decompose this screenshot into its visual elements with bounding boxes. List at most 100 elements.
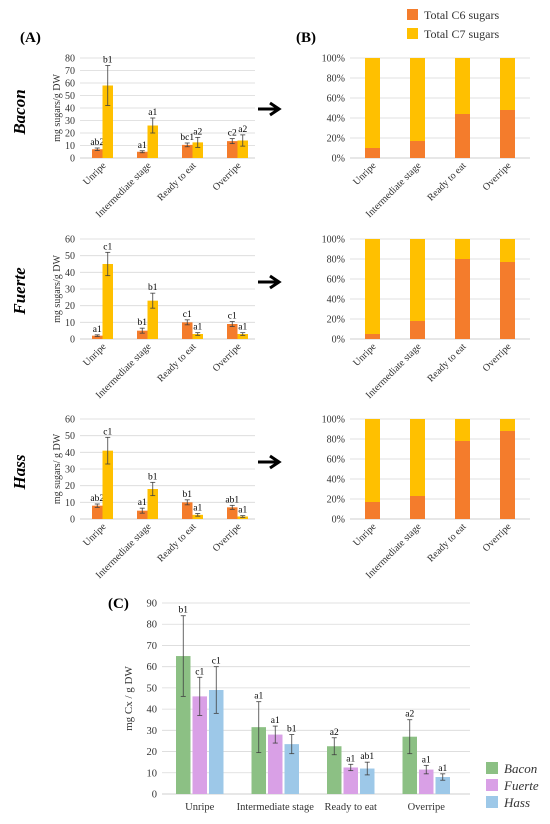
- data-label: b1: [287, 725, 297, 735]
- y-tick-label: 20%: [327, 315, 345, 326]
- x-tick-label: Overripe: [408, 802, 446, 813]
- y-tick-label: 60: [65, 235, 75, 246]
- y-tick-label: 30: [65, 116, 75, 127]
- y-tick-label: 20: [65, 301, 75, 312]
- right-arrow-icon: [258, 274, 282, 290]
- bar: [92, 335, 103, 339]
- data-label: b1: [179, 606, 189, 616]
- bar-segment: [410, 58, 425, 141]
- y-tick-label: 40%: [327, 295, 345, 306]
- x-tick-label: Ready to eat: [325, 802, 378, 813]
- bar-segment: [500, 419, 515, 431]
- legend-label-fuerte: Fuerte: [503, 778, 539, 793]
- bar: [209, 690, 224, 794]
- data-label: c1: [195, 667, 204, 677]
- y-tick-label: 100%: [322, 415, 345, 426]
- x-tick-label: Overripe: [481, 341, 514, 374]
- bar: [92, 149, 103, 158]
- bar-segment: [500, 262, 515, 339]
- data-label: a2: [238, 125, 247, 135]
- bar: [92, 505, 103, 519]
- y-tick-label: 0: [70, 515, 75, 526]
- x-tick-label: Ready to eat: [425, 521, 468, 564]
- bar-segment: [455, 441, 470, 519]
- bar-segment: [410, 239, 425, 321]
- legend-label-hass: Hass: [503, 795, 530, 810]
- row-label-hass: Hass: [10, 454, 29, 490]
- x-tick-label: Overripe: [211, 341, 244, 374]
- y-tick-label: 10: [65, 318, 75, 329]
- x-tick-label: Unripe: [81, 160, 109, 188]
- y-tick-label: 80%: [327, 74, 345, 85]
- bar-segment: [500, 110, 515, 158]
- data-label: a1: [238, 323, 247, 333]
- bar-segment: [455, 259, 470, 339]
- y-axis-label: mg sugars/ g DW: [52, 433, 63, 504]
- bar: [192, 696, 207, 794]
- y-tick-label: 60: [147, 662, 158, 673]
- legend-swatch-bacon: [486, 762, 498, 774]
- y-tick-label: 40: [65, 268, 75, 279]
- data-label: b1: [183, 490, 193, 500]
- data-label: b1: [148, 283, 158, 293]
- y-tick-label: 20%: [327, 495, 345, 506]
- y-tick-label: 0%: [332, 515, 345, 526]
- data-label: b1: [138, 318, 148, 328]
- bar: [182, 322, 193, 339]
- data-label: a1: [138, 498, 147, 508]
- bar: [360, 768, 375, 794]
- bar: [402, 736, 417, 794]
- bar: [102, 450, 113, 519]
- y-axis-label: mg sugars/g DW: [52, 255, 63, 323]
- bar: [237, 516, 248, 519]
- row-label-fuerte: Fuerte: [10, 267, 29, 316]
- bar: [251, 727, 266, 794]
- bottom-legend: Bacon Fuerte Hass: [486, 761, 539, 810]
- legend-label-bacon: Bacon: [504, 761, 537, 776]
- data-label: ab2: [90, 494, 104, 504]
- data-label: a1: [254, 692, 263, 702]
- y-tick-label: 20: [65, 129, 75, 140]
- y-tick-label: 60: [65, 79, 75, 90]
- data-label: c2: [228, 129, 237, 139]
- x-tick-label: Unripe: [185, 802, 214, 813]
- x-tick-label: Overripe: [211, 160, 244, 193]
- data-label: c1: [212, 657, 221, 667]
- right-arrow-icon: [258, 101, 282, 117]
- panel-label-b: (B): [296, 30, 316, 46]
- legend-label-c6: Total C6 sugars: [424, 8, 499, 22]
- y-tick-label: 100%: [322, 235, 345, 246]
- bar-segment: [500, 58, 515, 110]
- bar: [102, 264, 113, 339]
- y-tick-label: 30: [147, 726, 158, 737]
- bar: [182, 144, 193, 158]
- y-tick-label: 0: [70, 154, 75, 165]
- bar: [327, 746, 342, 794]
- data-label: a2: [330, 728, 339, 738]
- y-tick-label: 30: [65, 465, 75, 476]
- bar-segment: [410, 141, 425, 158]
- bar: [237, 140, 248, 158]
- y-tick-label: 100%: [322, 54, 345, 65]
- bar-segment: [500, 239, 515, 262]
- data-label: b1: [148, 472, 158, 482]
- bar: [227, 324, 238, 339]
- data-label: a1: [193, 504, 202, 514]
- y-tick-label: 20: [65, 481, 75, 492]
- y-tick-label: 40: [147, 705, 158, 716]
- y-tick-label: 50: [65, 251, 75, 262]
- y-tick-label: 80%: [327, 255, 345, 266]
- legend-swatch-hass: [486, 796, 498, 808]
- data-label: a1: [422, 755, 431, 765]
- x-tick-label: Unripe: [351, 341, 379, 369]
- legend-label-c7: Total C7 sugars: [424, 27, 499, 41]
- bar-segment: [365, 334, 380, 339]
- y-tick-label: 20: [147, 747, 158, 758]
- bar-segment: [455, 419, 470, 441]
